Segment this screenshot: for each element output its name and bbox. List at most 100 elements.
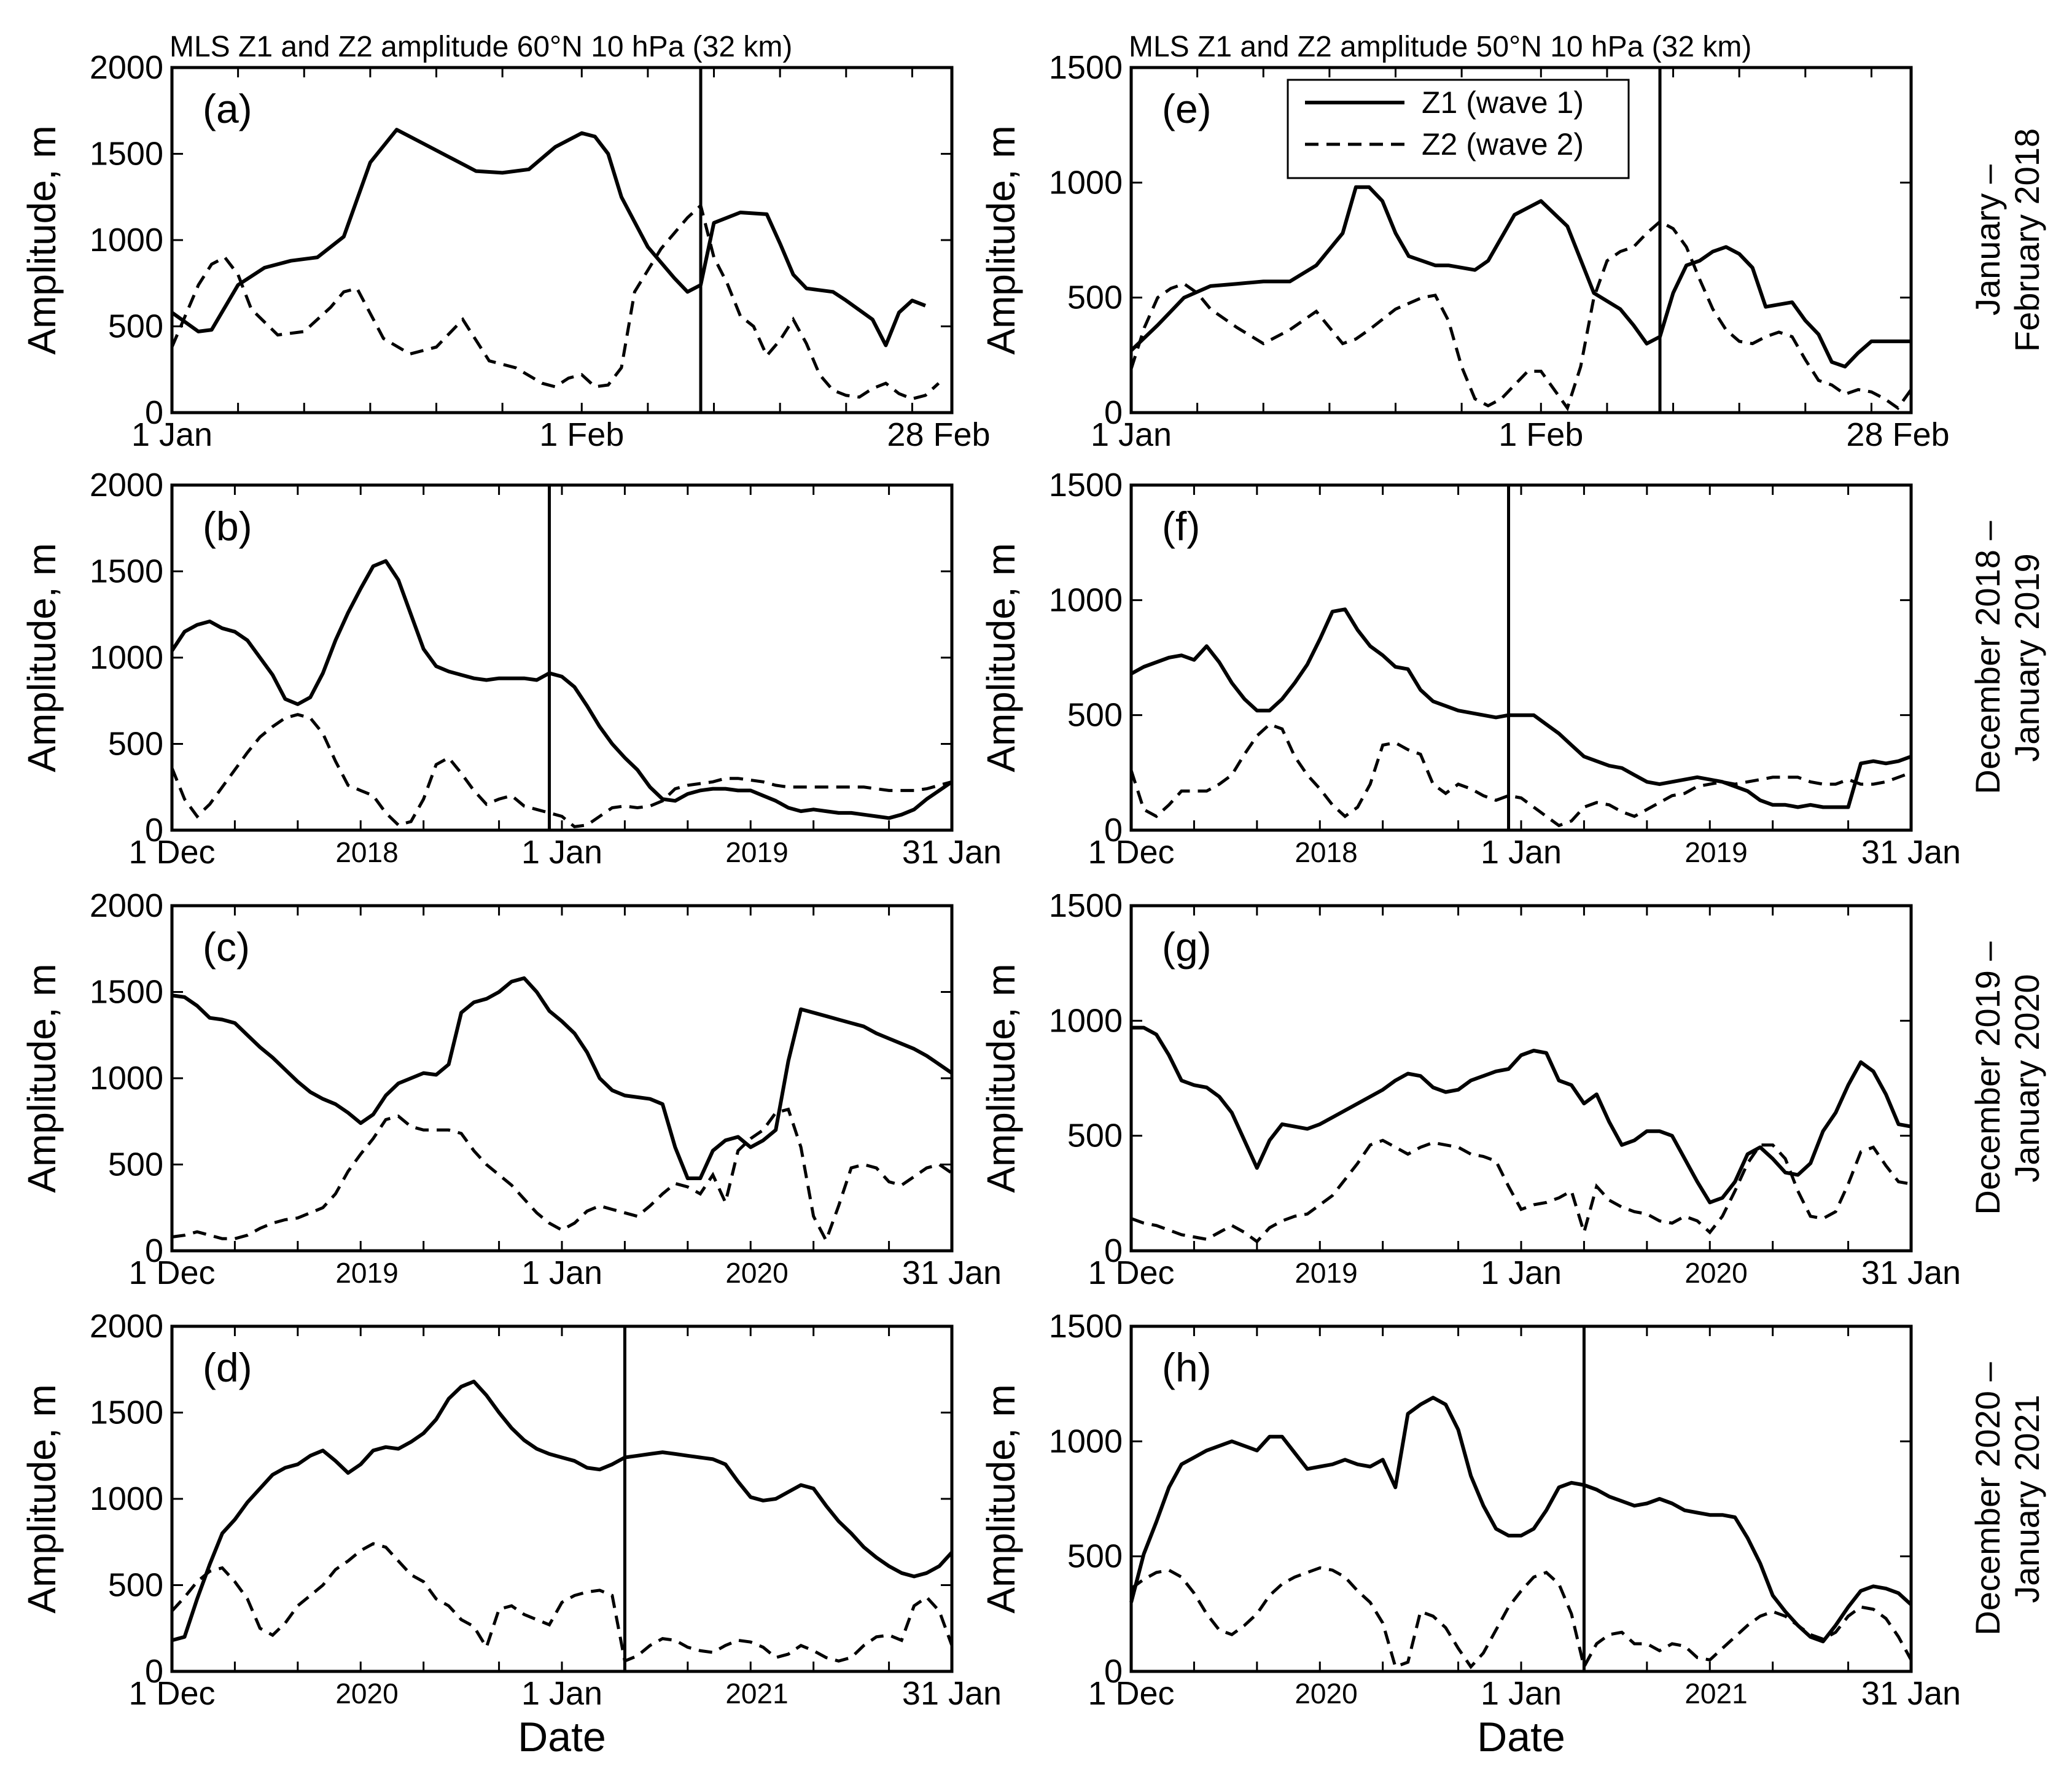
legend-box [1287, 79, 1630, 179]
legend-label: Z1 (wave 1) [1422, 85, 1584, 120]
period-label: December 2018 –January 2019 [1968, 521, 2046, 795]
x-tick-label: 28 Feb [887, 416, 990, 453]
chart-title: MLS Z1 and Z2 amplitude 50°N 10 hPa (32 … [1129, 31, 1751, 63]
y-tick-label: 1000 [90, 222, 163, 259]
series-line-z1 [1130, 607, 1912, 809]
series-line-z2 [1131, 1138, 1912, 1244]
y-tick-label: 2000 [90, 887, 163, 924]
y-tick-label: 0 [145, 394, 163, 431]
y-tick-label: 0 [1104, 1232, 1123, 1269]
x-tick-label: 1 Jan [521, 1254, 602, 1291]
legend-label: Z2 (wave 2) [1422, 127, 1584, 161]
period-label-line: January 2020 [2008, 974, 2046, 1182]
y-axis-label: Amplitude, m [979, 543, 1023, 772]
y-tick-label: 500 [1067, 279, 1123, 316]
year-label: 2020 [1684, 1257, 1747, 1289]
x-tick-label: 28 Feb [1846, 416, 1949, 453]
series-line-z2 [170, 713, 952, 829]
y-tick-label: 1500 [1049, 467, 1123, 504]
year-label: 2018 [335, 836, 398, 868]
x-tick-label: 1 Dec [128, 1675, 215, 1712]
year-label: 2020 [1295, 1678, 1357, 1709]
series-line-z1 [1129, 1396, 1913, 1644]
x-tick-label: 1 Feb [539, 416, 624, 453]
y-tick-label: 500 [108, 308, 163, 345]
series-line-z1 [171, 1379, 954, 1643]
panel-h: 0 500 1000 1500 1 Dec 1 Jan 31 Jan 2020 2021 Ampl… [979, 1308, 2046, 1760]
y-axis-label: Amplitude, m [20, 125, 64, 354]
year-label: 2020 [725, 1257, 788, 1289]
year-label: 2019 [1295, 1257, 1357, 1289]
x-tick-label: 31 Jan [902, 1254, 1002, 1291]
plot-frame [170, 904, 954, 1253]
y-tick-label: 1000 [90, 1060, 163, 1097]
year-label: 2020 [335, 1678, 398, 1709]
chart-title: MLS Z1 and Z2 amplitude 60°N 10 hPa (32 … [169, 31, 792, 63]
y-tick-label: 1500 [1049, 887, 1123, 924]
legend: Z1 (wave 1) Z2 (wave 2) [1287, 79, 1630, 179]
x-tick-label: 1 Jan [521, 834, 602, 871]
panel-g: 0 500 1000 1500 1 Dec 1 Jan 31 Jan 2019 2020 Ampl… [979, 887, 2046, 1291]
series-line-z1 [171, 128, 926, 348]
panel-label: (h) [1162, 1345, 1212, 1390]
y-tick-label: 1500 [90, 1394, 163, 1431]
period-label-line: January – [1968, 164, 2007, 316]
panel-b: 0 500 1000 1500 2000 1 Dec 1 Jan 31 Jan 2018 2019… [20, 467, 1002, 871]
y-tick-label: 0 [1104, 394, 1123, 431]
series-line-z2 [1130, 1566, 1913, 1671]
y-tick-label: 0 [145, 1232, 163, 1269]
series-line-z1 [1131, 1025, 1912, 1205]
y-tick-label: 2000 [90, 49, 163, 86]
x-axis-label: Date [1477, 1714, 1565, 1760]
panel-a: 0 500 1000 1500 2000 1 Jan 1 Feb 28 Feb Amplitud… [20, 31, 991, 453]
x-tick-label: 1 Dec [1088, 834, 1174, 871]
period-label-line: January 2019 [2008, 553, 2046, 761]
series-line-z2 [1129, 722, 1912, 828]
period-label-line: December 2020 – [1968, 1362, 2007, 1636]
y-tick-label: 2000 [90, 1308, 163, 1345]
panel-e: 0 500 1000 1500 1 Jan 1 Feb 28 Feb Amplitude, m… [979, 31, 2046, 453]
panel-label: (g) [1162, 924, 1212, 970]
y-tick-label: 1000 [1049, 1423, 1123, 1460]
series-line-z1 [170, 559, 953, 820]
y-tick-label: 1000 [90, 1480, 163, 1517]
panel-label: (b) [203, 504, 252, 549]
x-tick-label: 1 Jan [1481, 834, 1562, 871]
panel-label: (f) [1162, 504, 1200, 549]
plot-frame [170, 66, 954, 414]
x-tick-label: 31 Jan [1861, 1675, 1961, 1712]
plot-frame [1129, 904, 1913, 1253]
y-tick-label: 0 [1104, 1653, 1123, 1690]
series-line-z2 [1129, 219, 1913, 411]
y-tick-label: 500 [1067, 1538, 1123, 1575]
period-label-line: January 2021 [2008, 1394, 2046, 1603]
x-tick-label: 1 Jan [131, 416, 212, 453]
panel-d: 0 500 1000 1500 2000 1 Dec 1 Jan 31 Jan 2020 2021… [20, 1308, 1002, 1760]
x-tick-label: 1 Jan [521, 1675, 602, 1712]
panel-label: (d) [203, 1345, 252, 1390]
y-axis-label: Amplitude, m [20, 1384, 64, 1613]
y-tick-label: 500 [1067, 1118, 1123, 1154]
x-tick-label: 1 Dec [128, 834, 215, 871]
y-tick-label: 0 [145, 812, 163, 849]
x-tick-label: 1 Dec [1088, 1675, 1174, 1712]
y-tick-label: 0 [1104, 812, 1123, 849]
period-label: January –February 2018 [1968, 128, 2046, 352]
panel-label: (a) [203, 86, 252, 131]
y-tick-label: 1500 [1049, 49, 1123, 86]
y-tick-label: 500 [1067, 697, 1123, 734]
y-tick-label: 1000 [1049, 581, 1123, 618]
panel-label: (c) [203, 924, 250, 970]
y-tick-label: 1000 [1049, 164, 1123, 201]
x-tick-label: 1 Dec [128, 1254, 215, 1291]
year-label: 2019 [725, 836, 788, 868]
series-line-z2 [171, 1542, 954, 1663]
y-tick-label: 1500 [90, 974, 163, 1011]
series-line-z2 [171, 1107, 953, 1245]
plot-frame [1129, 66, 1913, 414]
y-tick-label: 500 [108, 1567, 163, 1604]
y-axis-label: Amplitude, m [979, 1384, 1023, 1613]
period-label: December 2020 –January 2021 [1968, 1362, 2046, 1636]
series-line-z1 [171, 976, 953, 1180]
